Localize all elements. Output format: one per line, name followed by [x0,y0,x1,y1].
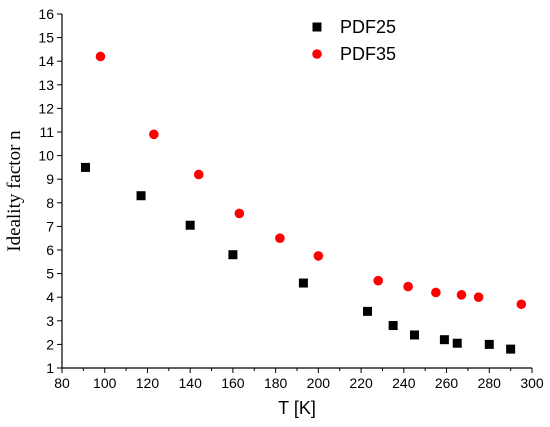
x-tick-label: 100 [93,375,117,391]
y-axis-title: Ideality factor n [4,130,25,252]
data-points [81,51,527,354]
pdf25-point [185,220,195,230]
x-axis-title: T [K] [278,398,316,418]
pdf35-point [373,275,383,286]
y-tick-label: 14 [38,53,54,69]
x-axis-ticks: 80 100 120 140 160 180 200 220 240 260 280 300 [54,368,544,391]
pdf25-point [388,321,398,331]
y-tick-label: 15 [38,30,54,46]
pdf35-point [193,169,204,180]
y-tick-label: 13 [38,77,54,93]
pdf35-point [473,292,484,303]
pdf25-point [363,306,372,316]
pdf25-point [439,335,449,345]
y-tick-label: 16 [38,6,54,22]
legend-label-pdf35: PDF35 [340,44,396,64]
x-tick-label: 220 [349,375,373,391]
x-tick-label: 80 [54,375,70,391]
x-tick-label: 160 [221,375,245,391]
pdf25-point [484,339,494,349]
y-tick-label: 2 [46,336,54,352]
y-tick-label: 10 [38,148,54,164]
x-tick-label: 180 [264,375,288,391]
pdf25-point [452,338,462,348]
legend-marker-pdf35 [312,49,322,59]
x-tick-label: 200 [307,375,331,391]
x-tick-label: 300 [520,375,544,391]
x-tick-label: 280 [478,375,502,391]
x-tick-label: 120 [136,375,160,391]
pdf35-point [456,290,467,300]
pdf25-point [506,344,516,354]
pdf25-point [81,162,90,172]
pdf25-point [298,278,308,288]
y-tick-label: 9 [46,171,54,187]
pdf35-point [234,208,245,219]
pdf35-point [516,299,527,310]
legend-label-pdf25: PDF25 [340,17,396,37]
pdf25-point [228,250,238,260]
x-tick-label: 140 [179,375,203,391]
pdf25-point [410,330,419,340]
y-tick-label: 3 [46,313,54,329]
plot-area: 80 100 120 140 160 180 200 220 240 260 280 300 1234… [38,6,543,391]
pdf35-point [431,287,441,298]
y-tick-label: 5 [46,266,54,282]
x-tick-label: 240 [392,375,416,391]
pdf35-point [95,51,106,62]
pdf35-point [313,251,324,261]
legend-marker-pdf25 [312,22,322,32]
legend: PDF25 PDF35 [312,17,396,64]
y-tick-label: 11 [39,124,54,140]
y-tick-label: 4 [46,289,54,305]
pdf35-point [275,233,285,243]
pdf35-point [149,129,159,140]
pdf35-point [403,281,413,292]
x-tick-label: 260 [435,375,459,391]
y-tick-label: 7 [46,218,54,234]
pdf25-point [136,191,146,201]
y-tick-label: 8 [46,195,54,211]
y-tick-label: 12 [38,100,54,116]
y-tick-label: 1 [46,360,54,376]
y-tick-label: 6 [46,242,54,258]
